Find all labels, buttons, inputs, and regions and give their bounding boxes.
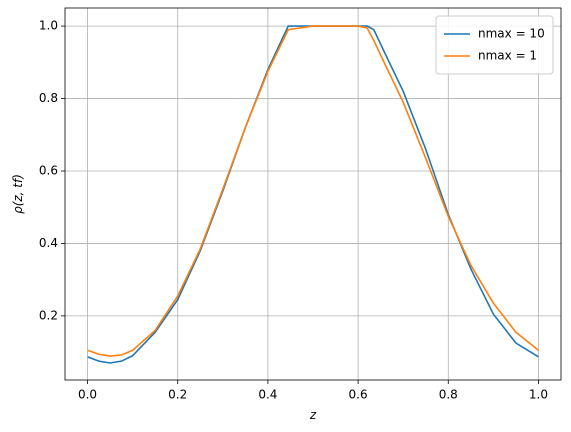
x-tick-label: 0.4	[258, 388, 277, 402]
legend-label: nmax = 10	[478, 27, 545, 41]
legend-box	[435, 15, 554, 75]
legend: nmax = 10 nmax = 1	[435, 15, 554, 75]
line-series	[87, 25, 539, 357]
y-tick-label: 0.8	[39, 91, 58, 105]
y-axis-label: ρ(z, tf)	[11, 174, 25, 214]
y-tick-label: 1.0	[39, 19, 58, 33]
y-tick-label: 0.2	[39, 308, 58, 322]
x-tick-label: 1.0	[529, 388, 548, 402]
plot-frame	[64, 7, 562, 381]
x-tick-label: 0.6	[349, 388, 368, 402]
x-tick-label: 0.0	[78, 388, 97, 402]
x-tick-label: 0.2	[168, 388, 187, 402]
x-axis-label: z	[309, 408, 317, 422]
legend-label: nmax = 1	[478, 49, 537, 63]
x-tick-label: 0.8	[439, 388, 458, 402]
y-tick-label: 0.6	[39, 163, 58, 177]
line-series	[87, 25, 539, 364]
y-tick-label: 0.4	[39, 236, 58, 250]
